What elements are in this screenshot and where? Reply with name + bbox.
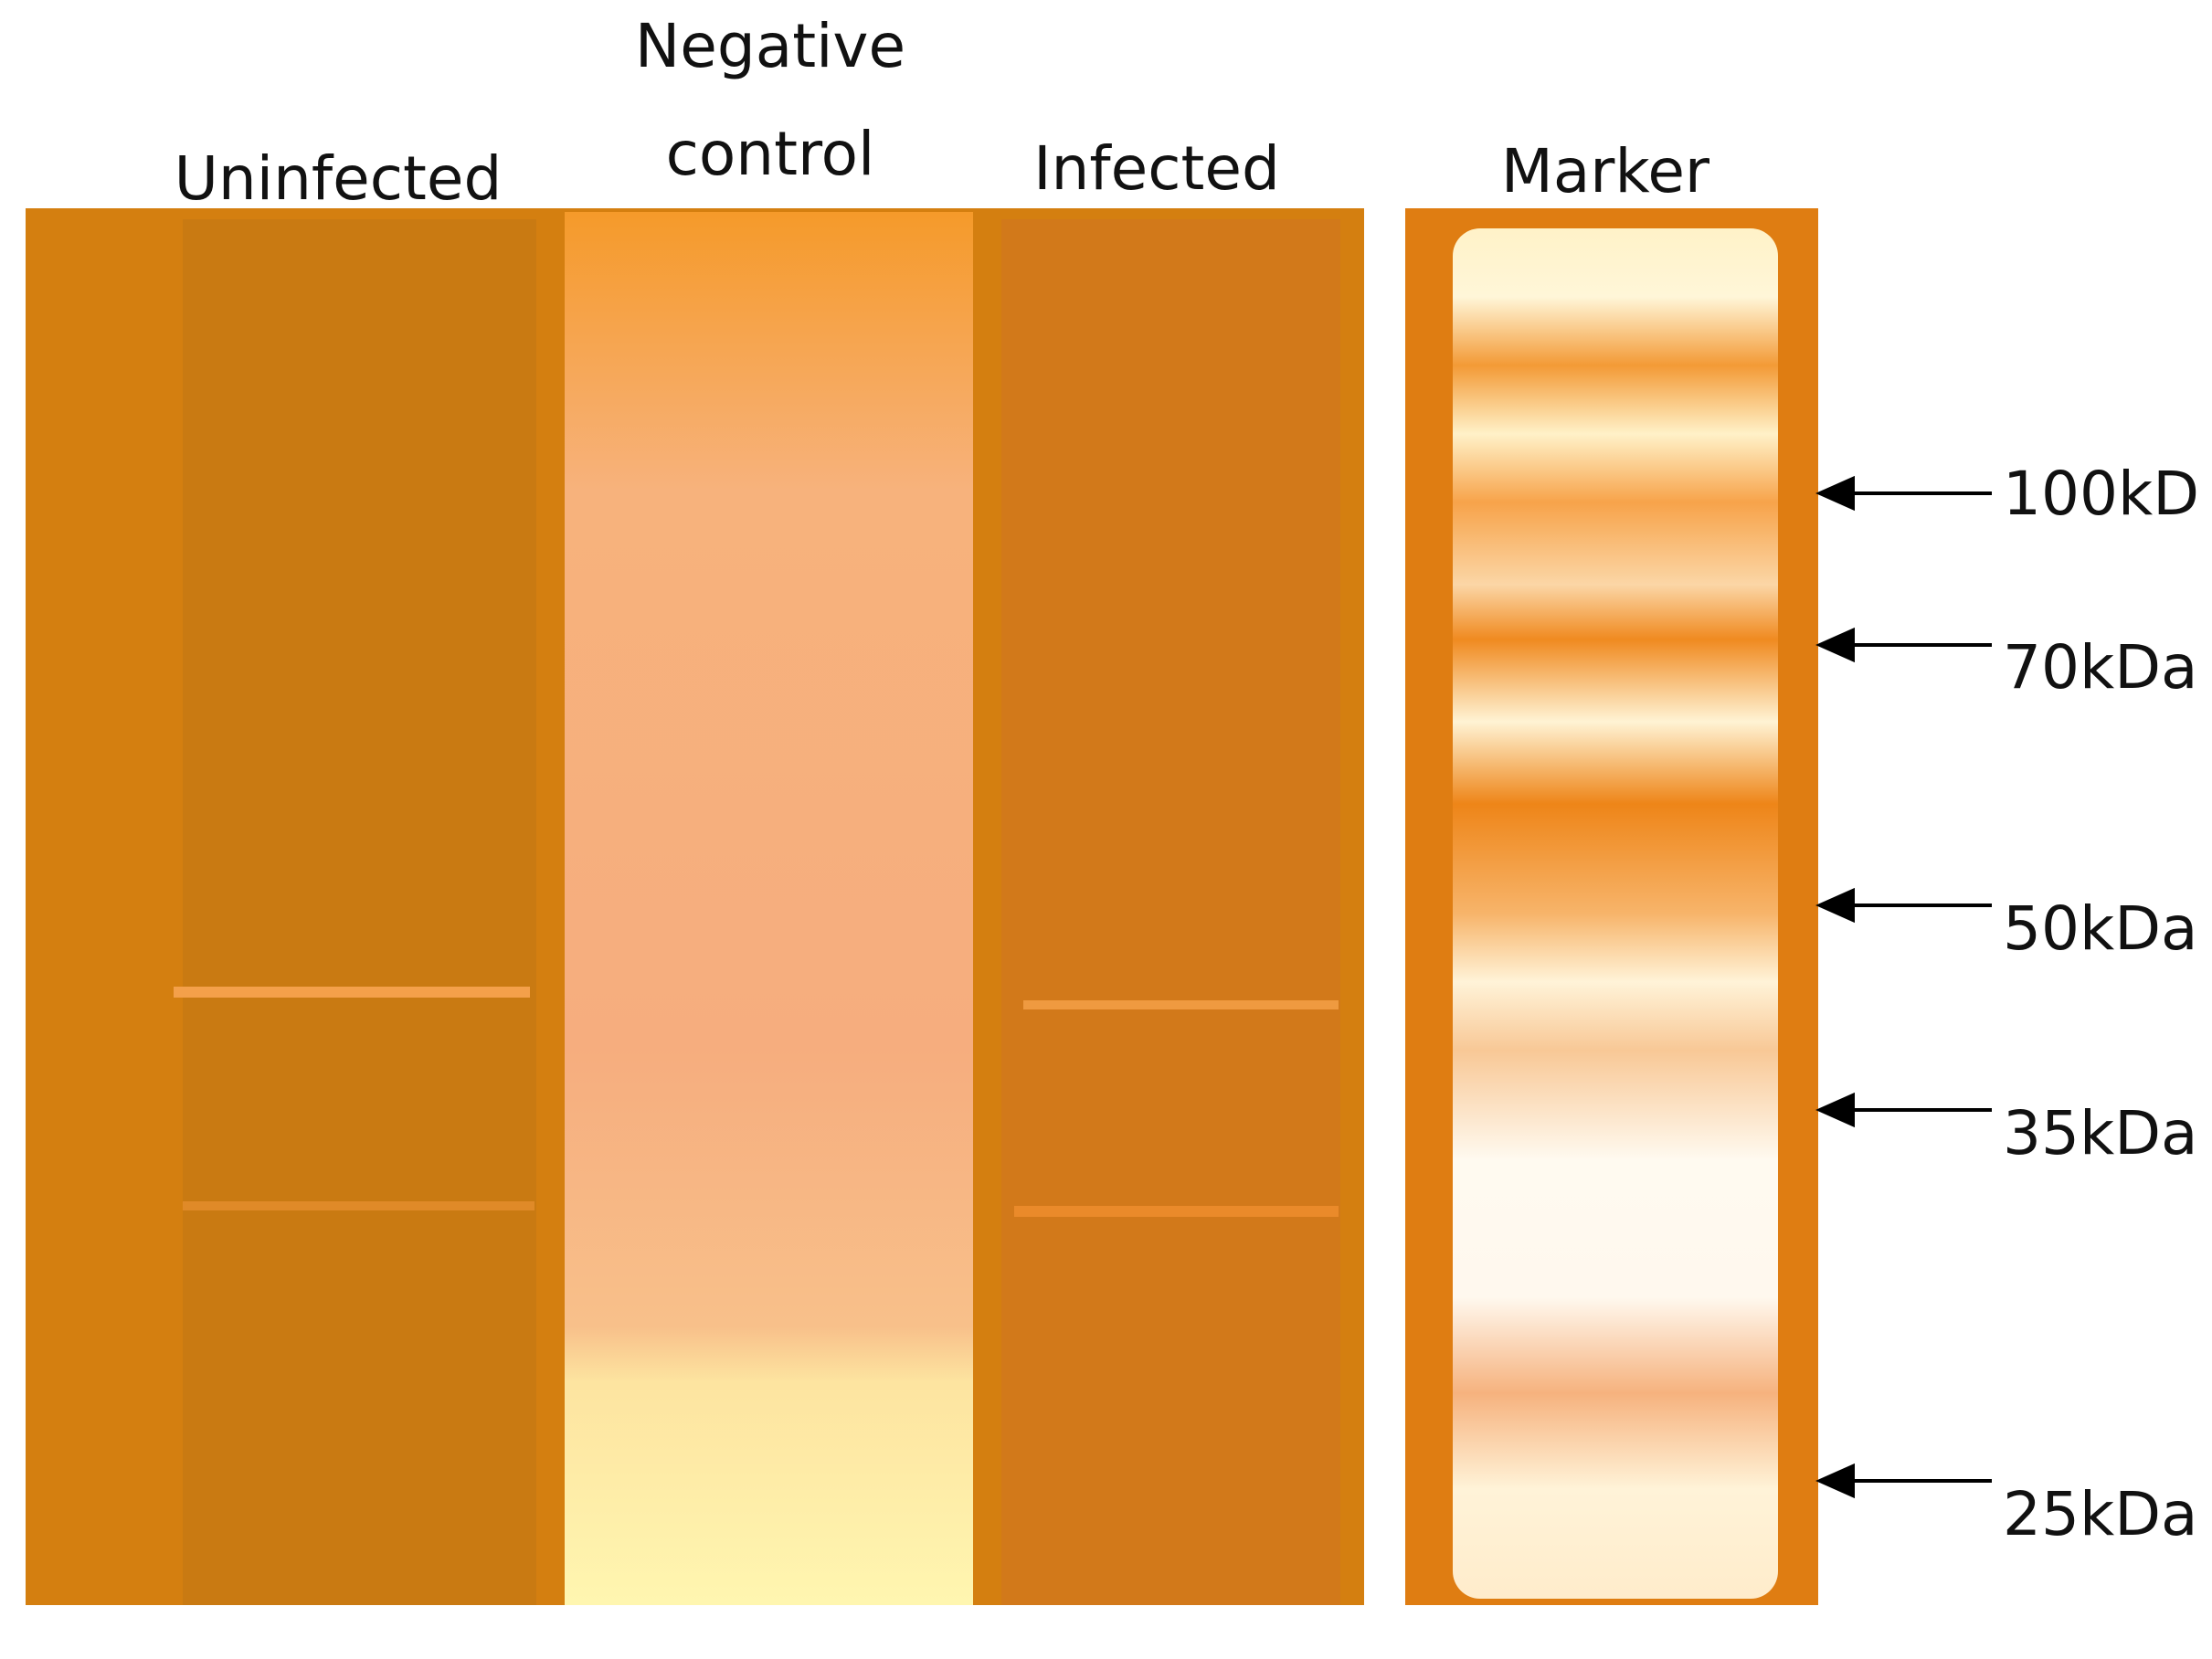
lane bbox=[565, 212, 973, 1605]
lane bbox=[183, 219, 536, 1605]
band bbox=[1023, 1000, 1339, 1009]
band bbox=[174, 987, 530, 998]
marker-size: 25kDa bbox=[2003, 1479, 2198, 1549]
band bbox=[183, 1201, 534, 1210]
lane-label: Uninfected bbox=[174, 143, 503, 214]
band bbox=[1014, 1206, 1339, 1217]
arrows bbox=[1815, 475, 1992, 1499]
lane bbox=[1001, 219, 1340, 1605]
lane bbox=[1453, 228, 1778, 1599]
lane-label: Marker bbox=[1500, 136, 1710, 206]
marker-size: 100kD bbox=[2003, 459, 2200, 529]
marker-size: 50kDa bbox=[2003, 893, 2198, 964]
lane-label: Negative control bbox=[634, 11, 906, 189]
marker-size: 70kDa bbox=[2003, 632, 2198, 703]
marker-size: 35kDa bbox=[2003, 1098, 2198, 1168]
lane-label: Infected bbox=[1033, 133, 1280, 204]
